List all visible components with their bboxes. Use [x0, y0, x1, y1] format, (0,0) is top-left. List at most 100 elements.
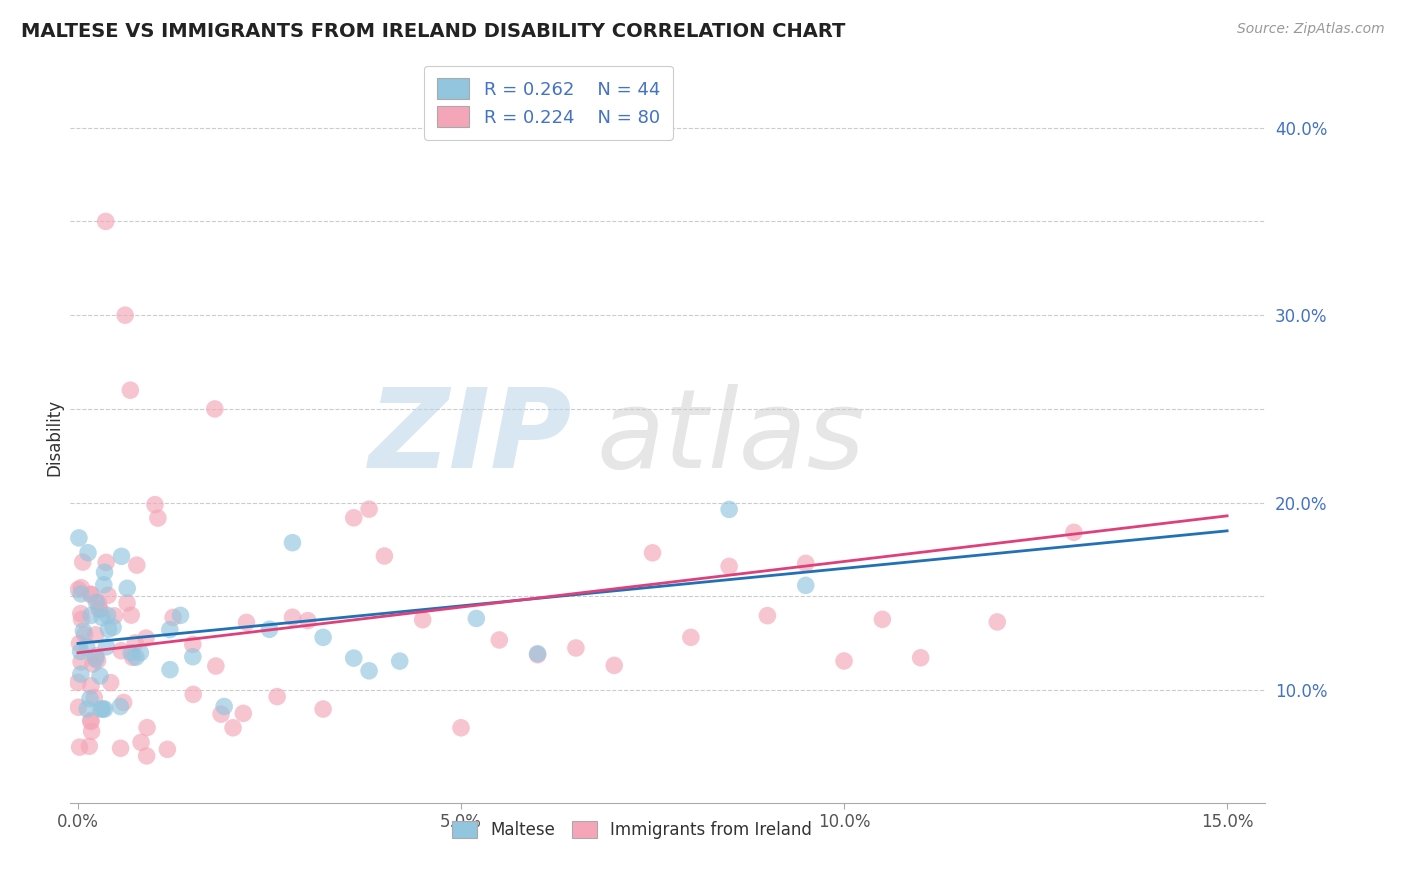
Point: [91, 702, 114, 716]
Point: [146, 511, 169, 525]
Point: [565, 640, 588, 655]
Point: [297, 614, 319, 628]
Point: [101, 620, 124, 634]
Point: [93, 566, 115, 580]
Point: [89, 669, 111, 683]
Point: [359, 502, 381, 516]
Point: [80, 714, 103, 728]
Point: [143, 498, 166, 512]
Point: [87, 596, 110, 610]
Point: [1063, 525, 1085, 540]
Point: [373, 549, 395, 563]
Point: [181, 637, 204, 651]
Point: [96, 640, 118, 654]
Point: [110, 549, 132, 564]
Point: [79, 691, 101, 706]
Point: [281, 535, 304, 549]
Point: [110, 644, 132, 658]
Point: [169, 608, 191, 623]
Point: [70, 612, 93, 626]
Point: [794, 557, 817, 571]
Point: [67, 582, 90, 597]
Point: [679, 631, 702, 645]
Point: [343, 510, 366, 524]
Text: Source: ZipAtlas.com: Source: ZipAtlas.com: [1237, 22, 1385, 37]
Point: [115, 596, 138, 610]
Point: [412, 613, 434, 627]
Point: [94, 214, 117, 228]
Point: [120, 608, 142, 623]
Point: [72, 555, 94, 569]
Point: [641, 546, 664, 560]
Point: [84, 652, 107, 666]
Point: [121, 650, 143, 665]
Point: [232, 706, 254, 721]
Point: [97, 622, 120, 636]
Point: [103, 608, 125, 623]
Text: atlas: atlas: [596, 384, 865, 491]
Point: [910, 650, 932, 665]
Point: [110, 741, 132, 756]
Point: [526, 648, 548, 662]
Text: ZIP: ZIP: [368, 384, 572, 491]
Point: [222, 721, 245, 735]
Point: [76, 640, 98, 654]
Text: MALTESE VS IMMIGRANTS FROM IRELAND DISABILITY CORRELATION CHART: MALTESE VS IMMIGRANTS FROM IRELAND DISAB…: [21, 22, 845, 41]
Point: [312, 631, 335, 645]
Point: [112, 695, 135, 709]
Point: [465, 611, 488, 625]
Point: [84, 648, 107, 663]
Point: [73, 628, 96, 642]
Point: [69, 644, 91, 658]
Point: [259, 622, 281, 636]
Point: [69, 636, 91, 650]
Point: [266, 690, 288, 704]
Point: [82, 657, 104, 671]
Point: [205, 659, 228, 673]
Point: [136, 721, 159, 735]
Point: [526, 647, 548, 661]
Point: [80, 608, 103, 623]
Point: [110, 699, 132, 714]
Point: [76, 702, 98, 716]
Point: [93, 702, 115, 716]
Point: [77, 739, 100, 754]
Point: [125, 650, 148, 665]
Point: [66, 675, 89, 690]
Point: [312, 702, 335, 716]
Point: [97, 588, 120, 602]
Point: [986, 615, 1008, 629]
Point: [114, 308, 136, 322]
Point: [84, 628, 107, 642]
Point: [70, 581, 93, 595]
Point: [135, 631, 157, 645]
Point: [388, 654, 411, 668]
Point: [120, 383, 142, 397]
Point: [90, 702, 112, 716]
Point: [343, 651, 366, 665]
Point: [204, 401, 226, 416]
Point: [129, 646, 152, 660]
Point: [212, 699, 235, 714]
Point: [794, 578, 817, 592]
Point: [235, 615, 257, 630]
Point: [872, 612, 894, 626]
Point: [79, 587, 101, 601]
Point: [97, 608, 120, 623]
Point: [115, 582, 138, 596]
Point: [70, 587, 93, 601]
Point: [209, 707, 232, 722]
Point: [120, 646, 142, 660]
Point: [718, 559, 741, 574]
Point: [70, 655, 93, 669]
Point: [80, 724, 103, 739]
Point: [100, 675, 122, 690]
Point: [359, 664, 381, 678]
Point: [135, 748, 157, 763]
Point: [91, 610, 114, 624]
Point: [89, 602, 111, 616]
Point: [80, 679, 103, 693]
Point: [89, 602, 111, 616]
Point: [94, 555, 117, 569]
Point: [159, 623, 181, 637]
